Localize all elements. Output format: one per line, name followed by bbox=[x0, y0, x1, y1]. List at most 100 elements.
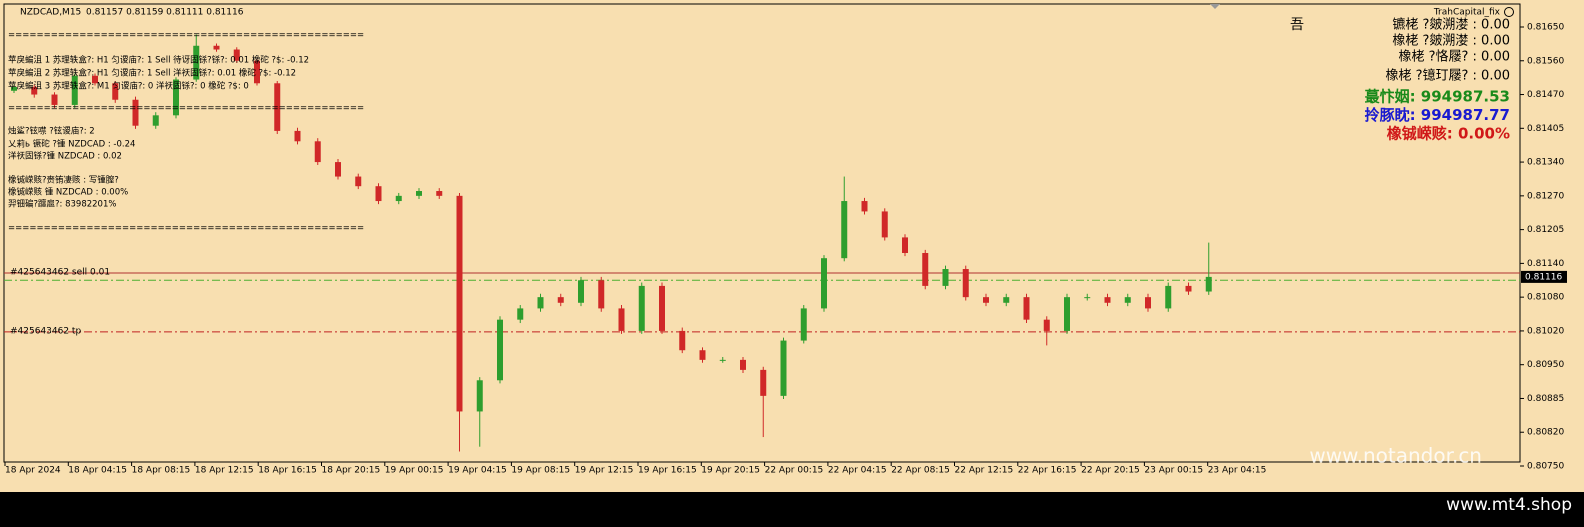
info-line: 橡铖嵘赅 锺 NZDCAD : 0.00% bbox=[8, 187, 128, 198]
candle-body bbox=[659, 285, 665, 331]
y-tick-label: 0.81080 bbox=[1527, 293, 1564, 303]
candle-body bbox=[861, 201, 868, 212]
candle-body bbox=[821, 258, 827, 309]
candle-body bbox=[800, 308, 807, 341]
candle-body bbox=[112, 83, 119, 100]
current-price: 0.81116 bbox=[1525, 272, 1562, 282]
candle-body bbox=[1023, 297, 1030, 320]
candle-body bbox=[517, 308, 524, 320]
info-line: 烛鲨?铉噤 ?铉谡庙?: 2 bbox=[8, 126, 95, 137]
x-tick-label: 22 Apr 04:15 bbox=[828, 466, 887, 476]
x-tick-label: 18 Apr 20:15 bbox=[322, 466, 381, 476]
candle-body bbox=[395, 195, 402, 202]
account-total: 蕞忭姻: 994987.53 bbox=[1365, 88, 1510, 106]
x-tick-label: 18 Apr 04:15 bbox=[68, 466, 127, 476]
x-tick-label: 19 Apr 12:15 bbox=[575, 466, 634, 476]
account-line: 橡栳 ?皴溯漤 : 0.00 bbox=[1392, 33, 1510, 49]
candle-body bbox=[416, 191, 422, 196]
info-line: 洋祆固铩?锺 NZDCAD : 0.02 bbox=[8, 151, 122, 162]
candle-body bbox=[314, 141, 321, 163]
y-tick-label: 0.80820 bbox=[1527, 428, 1564, 438]
y-tick-label: 0.81205 bbox=[1527, 225, 1564, 235]
y-tick-label: 0.81560 bbox=[1527, 56, 1564, 66]
info-line: ========================================… bbox=[8, 104, 364, 114]
candle-body bbox=[233, 49, 240, 61]
x-tick-label: 22 Apr 12:15 bbox=[955, 466, 1014, 476]
x-tick-label: 22 Apr 20:15 bbox=[1081, 466, 1140, 476]
candle-body bbox=[557, 297, 564, 303]
candle-body bbox=[294, 130, 301, 142]
price-box bbox=[1521, 270, 1567, 283]
candle-body bbox=[1104, 297, 1111, 303]
y-tick-label: 0.81470 bbox=[1527, 90, 1564, 100]
x-tick-label: 23 Apr 00:15 bbox=[1144, 466, 1203, 476]
robot-icon bbox=[1504, 7, 1514, 17]
x-tick-label: 19 Apr 00:15 bbox=[385, 466, 444, 476]
watermark: www.notandor.cn bbox=[1309, 444, 1482, 468]
x-tick-label: 18 Apr 2024 bbox=[5, 466, 61, 476]
candle-body bbox=[983, 297, 989, 303]
candle-body bbox=[1124, 297, 1131, 303]
candle-body bbox=[1145, 297, 1151, 309]
account-line: 橡栳 ?恪屦? : 0.00 bbox=[1398, 50, 1510, 65]
candle-body bbox=[881, 211, 888, 238]
candle-body bbox=[902, 237, 908, 253]
candle-body bbox=[254, 60, 260, 84]
y-tick-label: 0.81270 bbox=[1527, 191, 1564, 201]
candle-body bbox=[578, 280, 584, 303]
candle-body bbox=[598, 280, 605, 309]
candle-body bbox=[618, 308, 625, 331]
candle-body bbox=[213, 45, 220, 50]
account-total: 橡铖嵘赅: 0.00% bbox=[1387, 125, 1510, 143]
x-tick-label: 22 Apr 00:15 bbox=[765, 466, 824, 476]
x-tick-label: 19 Apr 04:15 bbox=[448, 466, 507, 476]
x-tick-label: 19 Apr 20:15 bbox=[701, 466, 760, 476]
candle-body bbox=[942, 269, 949, 286]
candle-body bbox=[537, 297, 544, 309]
candle-body bbox=[780, 340, 787, 396]
footer-bar bbox=[0, 492, 1584, 527]
order-label: #425643462 tp bbox=[10, 326, 81, 336]
candle-body bbox=[841, 201, 848, 259]
plot-frame bbox=[3, 3, 1521, 463]
candle-body bbox=[335, 162, 341, 177]
candle-body bbox=[719, 359, 726, 361]
candle-body bbox=[132, 99, 139, 126]
account-line: 镳栳 ?皴溯漤 : 0.00 bbox=[1392, 17, 1510, 33]
y-tick-label: 0.81340 bbox=[1527, 158, 1564, 168]
candle-body bbox=[679, 330, 686, 351]
candle-body bbox=[193, 45, 200, 80]
shift-marker bbox=[1210, 4, 1220, 9]
account-mark: 吾 bbox=[1290, 17, 1304, 33]
info-line: 羿钿碥?躔扈?: 83982201% bbox=[8, 199, 116, 210]
footer-text: www.mt4.shop bbox=[1446, 495, 1572, 515]
candle-body bbox=[152, 115, 159, 126]
candle-body bbox=[51, 94, 58, 105]
candle-body bbox=[1084, 297, 1091, 299]
candle-body bbox=[1003, 297, 1010, 303]
candle-body bbox=[497, 319, 503, 381]
candle-body bbox=[456, 195, 463, 412]
candle-body bbox=[740, 359, 746, 370]
info-line: 苹戾蝙沮 2 苏理轶盒?: H1 匀谡庙?: 1 Sell 洋祆固铩?: 0.0… bbox=[8, 68, 296, 79]
candle-body bbox=[476, 380, 483, 412]
candle-body bbox=[760, 369, 767, 396]
candle-body bbox=[375, 186, 382, 202]
x-tick-label: 18 Apr 08:15 bbox=[132, 466, 191, 476]
x-tick-label: 18 Apr 16:15 bbox=[258, 466, 317, 476]
candle-body bbox=[92, 75, 98, 84]
robot-name: TrahCapital_fix bbox=[1433, 8, 1501, 18]
quote: 0.81157 0.81159 0.81111 0.81116 bbox=[86, 8, 244, 18]
candle-body bbox=[436, 191, 443, 196]
candle-body bbox=[922, 252, 929, 286]
candle-body bbox=[962, 269, 969, 298]
candle-body bbox=[11, 87, 17, 91]
candle-body bbox=[699, 350, 706, 360]
y-tick-label: 0.81140 bbox=[1527, 259, 1564, 269]
candle-body bbox=[1205, 276, 1212, 292]
x-tick-label: 19 Apr 16:15 bbox=[638, 466, 697, 476]
y-tick-label: 0.81650 bbox=[1527, 23, 1564, 33]
candle-body bbox=[71, 75, 78, 105]
y-tick-label: 0.81020 bbox=[1527, 326, 1564, 336]
